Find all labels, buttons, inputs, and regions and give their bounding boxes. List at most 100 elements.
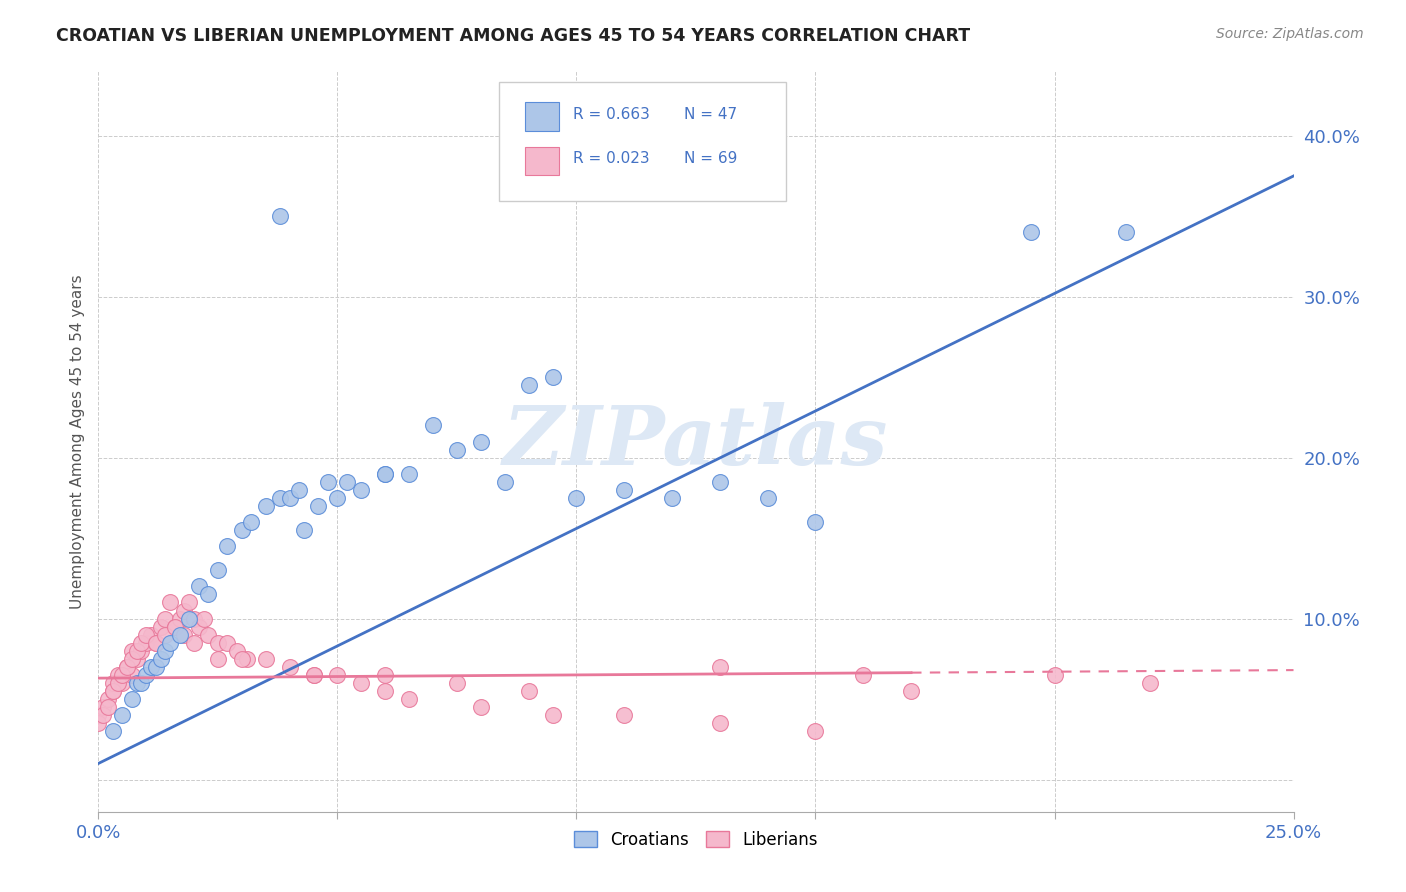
Point xyxy=(87,708,110,723)
Point xyxy=(374,467,396,481)
Point xyxy=(125,644,148,658)
Text: R = 0.663: R = 0.663 xyxy=(572,107,650,122)
Point xyxy=(374,684,396,698)
Point xyxy=(163,619,186,633)
Point xyxy=(302,668,325,682)
Point xyxy=(254,652,277,666)
Point xyxy=(121,692,143,706)
Point xyxy=(131,644,153,658)
Point xyxy=(145,636,167,650)
Point xyxy=(121,644,143,658)
Point xyxy=(107,676,129,690)
Point xyxy=(163,619,186,633)
Point xyxy=(111,676,134,690)
Point xyxy=(115,660,138,674)
Point xyxy=(226,644,249,658)
Point xyxy=(155,628,177,642)
Point xyxy=(254,499,277,513)
Point xyxy=(155,644,177,658)
Point xyxy=(179,611,201,625)
Point xyxy=(278,491,301,505)
Point xyxy=(1115,225,1137,239)
Point xyxy=(101,684,124,698)
Point xyxy=(494,475,516,489)
Point xyxy=(374,668,396,682)
Point xyxy=(169,628,191,642)
Point xyxy=(1139,676,1161,690)
Point xyxy=(804,724,827,739)
Text: N = 47: N = 47 xyxy=(685,107,737,122)
Point xyxy=(135,636,157,650)
Point xyxy=(135,668,157,682)
Point xyxy=(101,724,124,739)
Point xyxy=(125,676,148,690)
Point xyxy=(187,579,209,593)
Point xyxy=(155,611,177,625)
Point xyxy=(1019,225,1042,239)
Point xyxy=(470,700,492,714)
Text: ZIPatlas: ZIPatlas xyxy=(503,401,889,482)
Point xyxy=(217,539,239,553)
Point xyxy=(446,676,468,690)
Point xyxy=(470,434,492,449)
Point xyxy=(207,652,229,666)
Point xyxy=(900,684,922,698)
Point xyxy=(169,611,191,625)
Point xyxy=(197,587,219,601)
Point xyxy=(326,668,349,682)
Point xyxy=(183,636,205,650)
Point xyxy=(87,716,110,731)
Point xyxy=(709,716,731,731)
Point xyxy=(326,491,349,505)
Point xyxy=(159,595,181,609)
Point xyxy=(231,652,253,666)
Point xyxy=(173,603,195,617)
Point xyxy=(288,483,311,497)
Point xyxy=(804,515,827,529)
Point xyxy=(207,636,229,650)
Point xyxy=(179,595,201,609)
Point xyxy=(217,636,239,650)
Point xyxy=(661,491,683,505)
Point xyxy=(107,668,129,682)
Point xyxy=(135,628,157,642)
Point xyxy=(292,523,315,537)
FancyBboxPatch shape xyxy=(499,82,786,201)
Point xyxy=(240,515,263,529)
Point xyxy=(307,499,329,513)
Point xyxy=(422,418,444,433)
Text: R = 0.023: R = 0.023 xyxy=(572,152,650,166)
Point xyxy=(111,668,134,682)
Point xyxy=(131,676,153,690)
Point xyxy=(541,708,564,723)
Point xyxy=(613,708,636,723)
Point xyxy=(756,491,779,505)
Text: CROATIAN VS LIBERIAN UNEMPLOYMENT AMONG AGES 45 TO 54 YEARS CORRELATION CHART: CROATIAN VS LIBERIAN UNEMPLOYMENT AMONG … xyxy=(56,27,970,45)
Text: Source: ZipAtlas.com: Source: ZipAtlas.com xyxy=(1216,27,1364,41)
Point xyxy=(197,628,219,642)
Point xyxy=(111,708,134,723)
Point xyxy=(115,660,138,674)
Point xyxy=(852,668,875,682)
Point xyxy=(517,378,540,392)
Point xyxy=(207,563,229,577)
Point xyxy=(121,668,143,682)
Point xyxy=(125,652,148,666)
Point xyxy=(231,523,253,537)
Point xyxy=(121,652,143,666)
Point xyxy=(278,660,301,674)
Legend: Croatians, Liberians: Croatians, Liberians xyxy=(567,824,825,855)
Point xyxy=(565,491,588,505)
Point xyxy=(446,442,468,457)
Point xyxy=(316,475,339,489)
Point xyxy=(350,676,373,690)
Point xyxy=(97,692,120,706)
Point xyxy=(101,684,124,698)
Point xyxy=(235,652,257,666)
Bar xyxy=(524,147,558,175)
Point xyxy=(336,475,359,489)
Point xyxy=(613,483,636,497)
Point xyxy=(1043,668,1066,682)
Text: N = 69: N = 69 xyxy=(685,152,737,166)
Bar xyxy=(524,103,558,130)
